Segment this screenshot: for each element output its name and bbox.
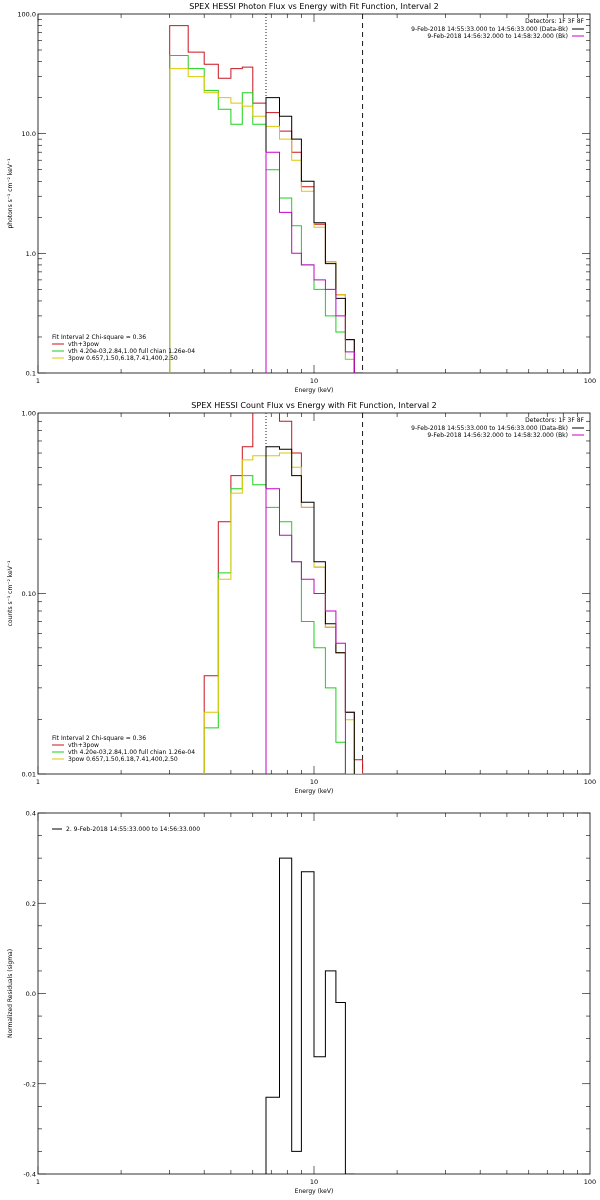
x-tick-label: 10 bbox=[310, 377, 318, 385]
legend-entry: vth+3pow bbox=[68, 742, 99, 749]
legend-header: Detectors: 1F 3F 8F bbox=[525, 18, 584, 25]
x-tick-label: 100 bbox=[584, 1178, 596, 1186]
x-tick-label: 100 bbox=[584, 778, 596, 786]
y-tick-label: 10.0 bbox=[22, 130, 36, 138]
y-axis-label: photons s⁻¹ cm⁻² keV⁻¹ bbox=[7, 158, 14, 229]
series-group bbox=[169, 25, 364, 373]
red-series bbox=[169, 25, 355, 373]
x-axis-label: Energy (keV) bbox=[295, 788, 334, 795]
y-tick-label: 0.01 bbox=[22, 771, 36, 779]
x-tick-label: 10 bbox=[310, 1178, 318, 1186]
y-tick-label: 1.0 bbox=[26, 250, 36, 258]
y-tick-label: 100.0 bbox=[17, 11, 36, 19]
y-axis-label: Normalized Residuals (sigma) bbox=[7, 949, 14, 1038]
legend-entry: 9-Feb-2018 14:56:32.000 to 14:58:32.000 … bbox=[427, 33, 568, 40]
x-tick-label: 100 bbox=[584, 377, 596, 385]
series-group bbox=[203, 413, 364, 774]
x-tick-label: 1 bbox=[36, 377, 40, 385]
black-series bbox=[265, 857, 355, 1174]
legend-entry: 9-Feb-2018 14:55:33.000 to 14:56:33.000 … bbox=[411, 425, 568, 432]
legend-entry: 2. 9-Feb-2018 14:55:33.000 to 14:56:33.0… bbox=[66, 826, 200, 833]
chart-title: SPEX HESSI Photon Flux vs Energy with Fi… bbox=[189, 2, 439, 11]
x-axis-label: Energy (keV) bbox=[295, 387, 334, 394]
legend-entry: vth+3pow bbox=[68, 341, 99, 348]
legend-entry: vth 4.20e-03,2.84,1.00 full chian 1.26e-… bbox=[68, 348, 195, 355]
legend-header: Fit Interval 2 Chi-square = 0.36 bbox=[52, 735, 146, 742]
legend-header: Detectors: 1F 3F 8F bbox=[525, 417, 584, 424]
y-tick-label: -0.4 bbox=[23, 1171, 36, 1179]
legend-header: Fit Interval 2 Chi-square = 0.36 bbox=[52, 334, 146, 341]
x-tick-label: 1 bbox=[36, 778, 40, 786]
y-tick-label: 1.00 bbox=[22, 410, 36, 418]
x-tick-label: 10 bbox=[310, 778, 318, 786]
y-tick-label: -0.2 bbox=[23, 1080, 36, 1088]
legend-entry: 9-Feb-2018 14:56:32.000 to 14:58:32.000 … bbox=[427, 432, 568, 439]
y-tick-label: 0.0 bbox=[26, 990, 36, 998]
x-tick-label: 1 bbox=[36, 1178, 40, 1186]
legend-entry: 3pow 0.657,1.50,6.18,7.41,400,2.50 bbox=[68, 355, 178, 362]
chart-title: SPEX HESSI Count Flux vs Energy with Fit… bbox=[191, 401, 436, 410]
legend-entry: vth 4.20e-03,2.84,1.00 full chian 1.26e-… bbox=[68, 749, 195, 756]
y-tick-label: 0.4 bbox=[26, 810, 36, 818]
yellow-series bbox=[169, 68, 355, 373]
magenta-series bbox=[265, 488, 346, 774]
green-series bbox=[169, 55, 355, 373]
y-tick-label: 0.10 bbox=[22, 590, 36, 598]
y-tick-label: 0.2 bbox=[26, 900, 36, 908]
y-tick-label: 0.1 bbox=[26, 370, 36, 378]
series-group bbox=[265, 857, 355, 1174]
legend-entry: 9-Feb-2018 14:55:33.000 to 14:56:33.000 … bbox=[411, 26, 568, 33]
x-axis-label: Energy (keV) bbox=[295, 1188, 334, 1195]
y-axis-label: counts s⁻¹ cm⁻² keV⁻¹ bbox=[7, 560, 14, 626]
black-series bbox=[265, 446, 355, 774]
legend-entry: 3pow 0.657,1.50,6.18,7.41,400,2.50 bbox=[68, 756, 178, 763]
magenta-series bbox=[265, 151, 355, 373]
